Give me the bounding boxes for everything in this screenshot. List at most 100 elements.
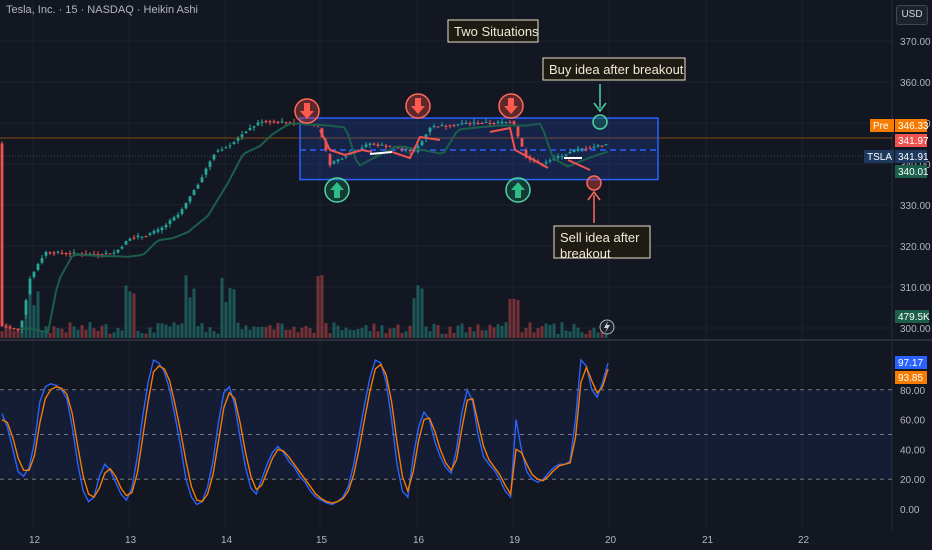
candle-body (548, 160, 552, 162)
volume-bar (168, 326, 172, 338)
symbol-header[interactable]: Tesla, Inc. · 15 · NASDAQ · Heikin Ashi (6, 4, 198, 16)
candle-body (520, 138, 524, 147)
candle-body (324, 141, 328, 151)
candle-body (440, 124, 444, 127)
volume-bar (252, 326, 256, 338)
candle-body (260, 121, 264, 123)
stoch-tick-label: 40.00 (900, 445, 925, 456)
candle-body (460, 123, 464, 125)
volume-bar (84, 329, 88, 338)
volume-bar (596, 332, 600, 338)
drawn-red-path-2 (391, 135, 441, 160)
volume-bar (396, 324, 400, 338)
drawn-white-path (369, 151, 393, 155)
volume-bar (532, 332, 536, 338)
volume-bar (508, 298, 512, 338)
volume-bar (196, 326, 200, 338)
candle-body (4, 326, 8, 328)
candle-body (468, 123, 472, 125)
price-tick-label: 370.00 (900, 37, 931, 48)
candle-body (420, 141, 424, 146)
volume-bar (536, 328, 540, 338)
stoch-value-label: 97.17 (898, 358, 923, 369)
volume-bar (260, 326, 264, 338)
volume-bar (220, 277, 224, 338)
candle-body (472, 122, 476, 124)
volume-bar (152, 332, 156, 338)
candle-body (464, 123, 468, 125)
price-tick-label: 310.00 (900, 283, 931, 294)
up-arrow-icon (330, 182, 344, 198)
candle-body (72, 252, 76, 254)
volume-bar (180, 323, 184, 338)
volume-bar (476, 324, 480, 338)
volume-bar (300, 327, 304, 338)
candle-body (448, 125, 452, 127)
volume-bar (316, 276, 320, 338)
candle-body (48, 252, 52, 254)
price-marker-value: 340.01 (898, 167, 929, 178)
volume-bar (172, 322, 176, 338)
stoch-d-line (1, 363, 609, 504)
candle-body (488, 123, 492, 124)
price-tick-label: 330.00 (900, 201, 931, 212)
volume-bar (244, 325, 248, 338)
volume-bar (80, 325, 84, 338)
candles (0, 117, 608, 334)
volume-bar (280, 323, 284, 338)
currency-button[interactable]: USD (896, 5, 928, 25)
volume-bar (540, 326, 544, 338)
candle-body (376, 144, 380, 146)
candle-body (408, 150, 412, 152)
volume-bar (40, 331, 44, 338)
candle-body (484, 121, 488, 123)
volume-bar (128, 291, 132, 338)
up-arrow-badge-1 (324, 177, 350, 203)
price-marker-value: 346.33 (898, 121, 929, 132)
title-annotation-text: Two Situations (454, 24, 539, 39)
volume-bar (144, 333, 148, 338)
candle-body (580, 148, 584, 150)
candle-body (568, 151, 572, 154)
candle-body (508, 121, 512, 123)
price-markers: Pre 346.33 341.97 TSLA 341.91 340.01 479.5K (864, 119, 930, 323)
volume-bar (16, 328, 20, 338)
volume-bar (292, 326, 296, 338)
volume-bar (88, 322, 92, 338)
sell-annotation-text: breakout (560, 246, 611, 261)
candle-body (524, 149, 528, 158)
candle-body (404, 148, 408, 150)
volume-bar (4, 323, 8, 338)
candle-body (68, 253, 72, 255)
time-tick-label: 22 (798, 535, 810, 546)
candle-body (188, 196, 192, 202)
candle-body (244, 131, 248, 134)
volume-bar (584, 333, 588, 338)
volume-bar (268, 325, 272, 338)
price-tick-label: 320.00 (900, 242, 931, 253)
candle-body (456, 124, 460, 126)
time-tick-label: 15 (316, 535, 328, 546)
candle-body (424, 134, 428, 139)
volume-bar (408, 325, 412, 338)
candle-body (208, 161, 212, 168)
volume-bar (240, 329, 244, 338)
volume-bar (436, 325, 440, 338)
candle-body (388, 146, 392, 148)
up-arrow-badge-2 (505, 177, 531, 203)
candle-body (216, 150, 220, 152)
candle-body (592, 146, 596, 148)
volume-bar (20, 322, 24, 338)
volume-bar (348, 329, 352, 338)
volume-bar (204, 331, 208, 338)
candle-body (196, 184, 200, 189)
candle-body (288, 122, 292, 124)
candle-body (152, 231, 156, 234)
volume-bar (208, 327, 212, 338)
volume-bar (568, 331, 572, 338)
volume-bar (72, 326, 76, 338)
candle-body (144, 236, 148, 238)
volume-bar (328, 333, 332, 338)
volume-bar (176, 324, 180, 338)
time-axis: 12 13 14 15 16 19 20 21 22 (29, 535, 810, 546)
